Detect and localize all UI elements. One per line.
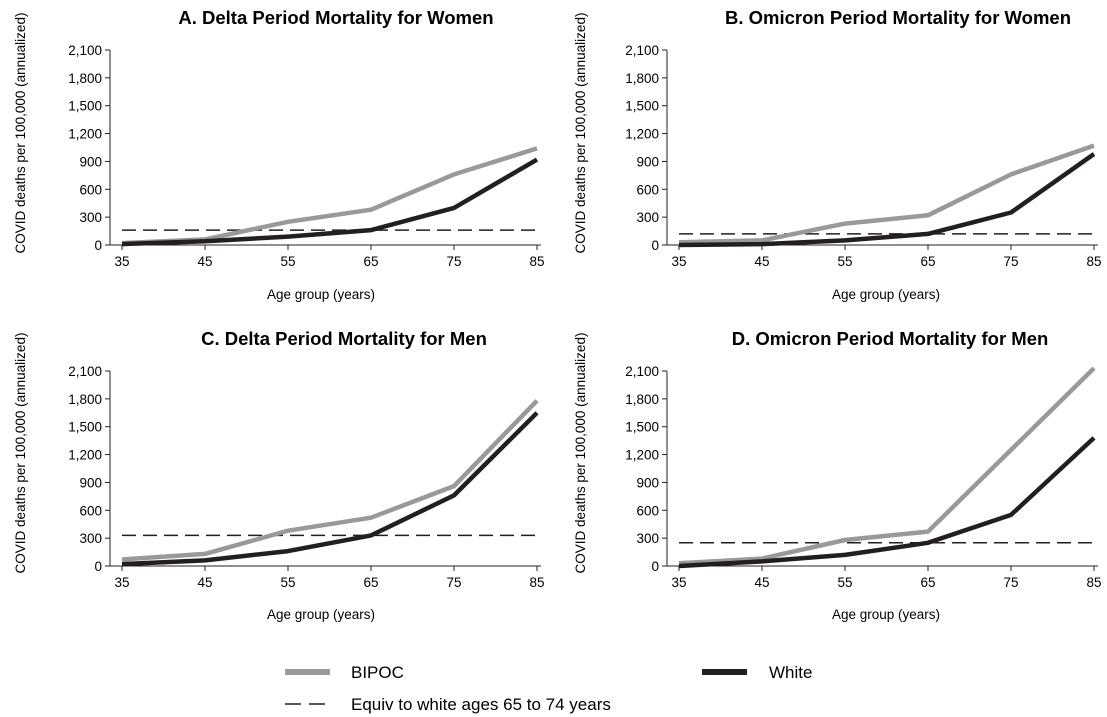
legend: BIPOC White Equiv to white ages 65 to 74… [285, 663, 812, 714]
x-tick-label: 45 [197, 575, 212, 590]
x-tick-label: 65 [920, 254, 935, 269]
y-tick-label: 600 [79, 503, 102, 518]
y-tick-label: 900 [636, 475, 659, 490]
x-tick-label: 55 [280, 575, 295, 590]
panel-title: B. Omicron Period Mortality for Women [725, 7, 1071, 28]
series-line-white [678, 152, 1096, 248]
x-axis-label: Age group (years) [832, 607, 940, 622]
panel-title: C. Delta Period Mortality for Men [201, 328, 487, 349]
series-line-white [678, 436, 1096, 569]
legend-label-bipoc: BIPOC [351, 663, 404, 682]
x-tick-label: 55 [837, 575, 852, 590]
y-tick-label: 600 [636, 503, 659, 518]
series-line-white [121, 411, 539, 567]
x-tick-label: 65 [363, 254, 378, 269]
x-tick-label: 85 [529, 254, 544, 269]
y-tick-label: 2,100 [625, 43, 659, 58]
x-axis-label: Age group (years) [832, 287, 940, 302]
y-tick-label: 300 [636, 531, 659, 546]
y-tick-label: 600 [636, 182, 659, 197]
y-tick-label: 2,100 [68, 43, 102, 58]
y-tick-label: 900 [79, 475, 102, 490]
y-tick-label: 300 [79, 531, 102, 546]
x-tick-label: 75 [1003, 254, 1018, 269]
y-tick-label: 2,100 [625, 364, 659, 379]
y-tick-label: 1,500 [625, 420, 659, 435]
series-line-bipoc [678, 143, 1095, 245]
x-tick-label: 35 [671, 254, 686, 269]
series-line-white [121, 157, 539, 247]
y-axis-label: COVID deaths per 100,000 (annualized) [13, 333, 28, 574]
x-tick-label: 35 [114, 575, 129, 590]
panel-title: A. Delta Period Mortality for Women [178, 7, 493, 28]
x-tick-label: 55 [280, 254, 295, 269]
y-tick-label: 900 [79, 154, 102, 169]
y-ticks: 0 300 600 900 1,200 1,500 1,800 2,100 [68, 43, 110, 253]
x-tick-label: 45 [197, 254, 212, 269]
y-tick-label: 1,500 [625, 99, 659, 114]
panel-title: D. Omicron Period Mortality for Men [732, 328, 1049, 349]
x-tick-label: 35 [114, 254, 129, 269]
series-line-bipoc [121, 399, 539, 562]
y-tick-label: 1,800 [68, 392, 102, 407]
y-tick-label: 1,200 [625, 127, 659, 142]
x-tick-label: 35 [671, 575, 686, 590]
panel-b: B. Omicron Period Mortality for Women CO… [573, 7, 1102, 302]
legend-label-equiv: Equiv to white ages 65 to 74 years [351, 695, 611, 714]
y-tick-label: 1,500 [68, 420, 102, 435]
x-tick-label: 65 [920, 575, 935, 590]
y-tick-label: 300 [636, 210, 659, 225]
x-tick-label: 85 [1086, 575, 1101, 590]
x-tick-label: 55 [837, 254, 852, 269]
x-ticks: 35 45 55 65 75 85 [671, 566, 1102, 590]
y-tick-label: 600 [79, 182, 102, 197]
panel-d: D. Omicron Period Mortality for Men COVI… [573, 328, 1102, 622]
y-tick-label: 1,800 [625, 392, 659, 407]
y-tick-label: 1,200 [625, 448, 659, 463]
x-ticks: 35 45 55 65 75 85 [671, 245, 1102, 269]
y-tick-label: 1,800 [625, 71, 659, 86]
x-tick-label: 75 [446, 254, 461, 269]
x-tick-label: 75 [446, 575, 461, 590]
y-axis-label: COVID deaths per 100,000 (annualized) [573, 333, 588, 574]
x-tick-label: 45 [754, 254, 769, 269]
x-ticks: 35 45 55 65 75 85 [114, 566, 545, 590]
panel-c: C. Delta Period Mortality for Men COVID … [13, 328, 545, 622]
y-tick-label: 0 [94, 559, 102, 574]
x-axis-label: Age group (years) [267, 607, 375, 622]
y-tick-label: 900 [636, 154, 659, 169]
y-tick-label: 0 [651, 559, 659, 574]
y-ticks: 0 300 600 900 1,200 1,500 1,800 2,100 [68, 364, 110, 574]
series-line-bipoc [678, 366, 1096, 566]
y-tick-label: 0 [94, 238, 102, 253]
y-tick-label: 0 [651, 238, 659, 253]
x-ticks: 35 45 55 65 75 85 [114, 245, 545, 269]
x-tick-label: 65 [363, 575, 378, 590]
x-tick-label: 45 [754, 575, 769, 590]
y-ticks: 0 300 600 900 1,200 1,500 1,800 2,100 [625, 43, 667, 253]
y-tick-label: 1,200 [68, 127, 102, 142]
y-ticks: 0 300 600 900 1,200 1,500 1,800 2,100 [625, 364, 667, 574]
y-tick-label: 2,100 [68, 364, 102, 379]
y-tick-label: 1,500 [68, 99, 102, 114]
y-tick-label: 1,800 [68, 71, 102, 86]
x-tick-label: 85 [529, 575, 544, 590]
panel-a: A. Delta Period Mortality for Women COVI… [13, 7, 545, 302]
y-tick-label: 300 [79, 210, 102, 225]
x-tick-label: 75 [1003, 575, 1018, 590]
y-axis-label: COVID deaths per 100,000 (annualized) [573, 13, 588, 254]
x-tick-label: 85 [1086, 254, 1101, 269]
legend-label-white: White [769, 663, 812, 682]
y-tick-label: 1,200 [68, 448, 102, 463]
y-axis-label: COVID deaths per 100,000 (annualized) [13, 13, 28, 254]
x-axis-label: Age group (years) [267, 287, 375, 302]
